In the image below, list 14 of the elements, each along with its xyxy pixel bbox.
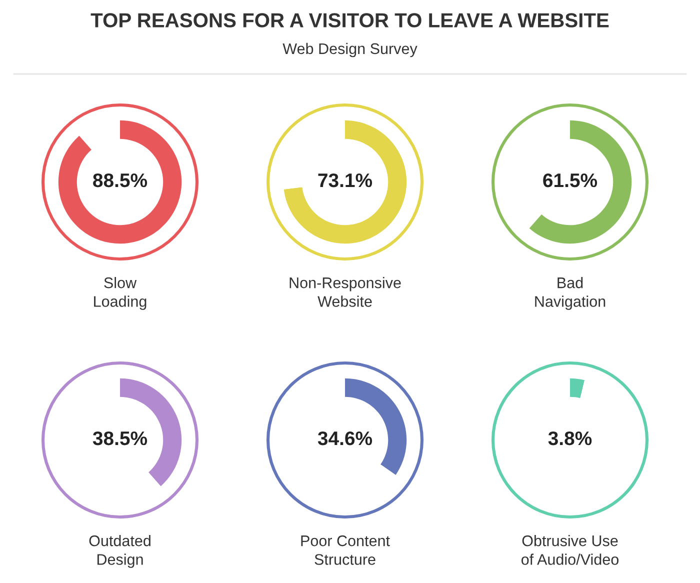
data-label: 61.5% <box>543 173 598 188</box>
text: Slow Loading <box>94 277 146 310</box>
text: Bad Navigation <box>535 277 606 310</box>
text: Web Design Survey <box>282 42 418 58</box>
text: Outdated Design <box>89 535 150 568</box>
text: Non-Responsive Website <box>290 277 401 307</box>
data-label: 3.8% <box>548 431 592 446</box>
text: Obtrusive Use of Audio/Video <box>522 535 618 565</box>
data-label: 38.5% <box>92 431 148 446</box>
data-label: 73.1% <box>318 173 372 188</box>
text: TOP REASONS FOR A VISITOR TO LEAVE A WEBSITE <box>90 13 609 28</box>
text: Poor Content Structure <box>301 535 390 565</box>
data-label: 88.5% <box>93 173 148 188</box>
data-label: 34.6% <box>318 431 372 446</box>
